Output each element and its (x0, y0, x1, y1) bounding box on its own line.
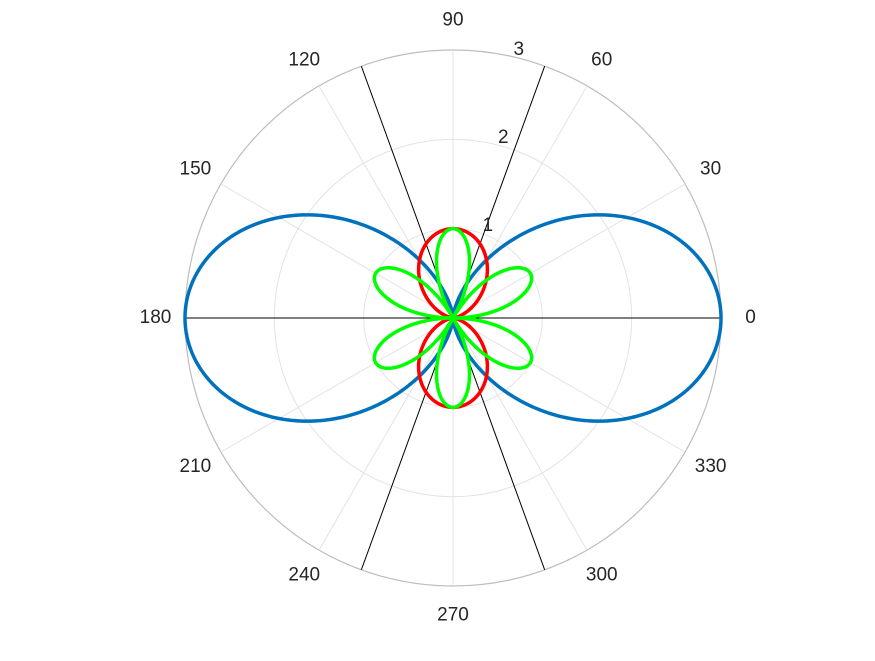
radial-tick-label-2: 2 (498, 127, 509, 148)
angular-grid-spoke-150 (220, 183, 454, 319)
theta-tick-label-210: 210 (180, 456, 212, 477)
theta-tick-label-60: 60 (591, 49, 612, 70)
theta-tick-label-0: 0 (745, 307, 756, 328)
angular-grid-spoke-210 (220, 317, 454, 453)
theta-tick-label-180: 180 (140, 307, 172, 328)
axis-labels: 0 30 60 90 120 150 180 210 240 270 300 330 1 2 3 (140, 10, 756, 626)
radial-tick-label-3: 3 (514, 39, 525, 60)
theta-tick-label-330: 330 (695, 456, 727, 477)
theta-tick-label-300: 300 (586, 565, 618, 586)
theta-tick-label-240: 240 (288, 565, 320, 586)
series-layer (183, 213, 723, 423)
radial-tick-label-1: 1 (483, 215, 494, 236)
series-green-curve (372, 226, 534, 410)
angular-grid-spoke-330 (452, 317, 686, 453)
theta-tick-label-90: 90 (442, 10, 463, 31)
theta-tick-label-270: 270 (437, 604, 469, 625)
angular-grid-spoke-30 (452, 183, 686, 319)
angular-grid-spoke-240 (318, 317, 454, 551)
angular-grid-spoke-120 (318, 85, 454, 319)
angular-grid-spoke-300 (452, 317, 588, 551)
theta-tick-label-30: 30 (700, 158, 721, 179)
theta-tick-label-150: 150 (180, 158, 212, 179)
theta-tick-label-120: 120 (288, 49, 320, 70)
angular-grid-spoke-60 (452, 85, 588, 319)
